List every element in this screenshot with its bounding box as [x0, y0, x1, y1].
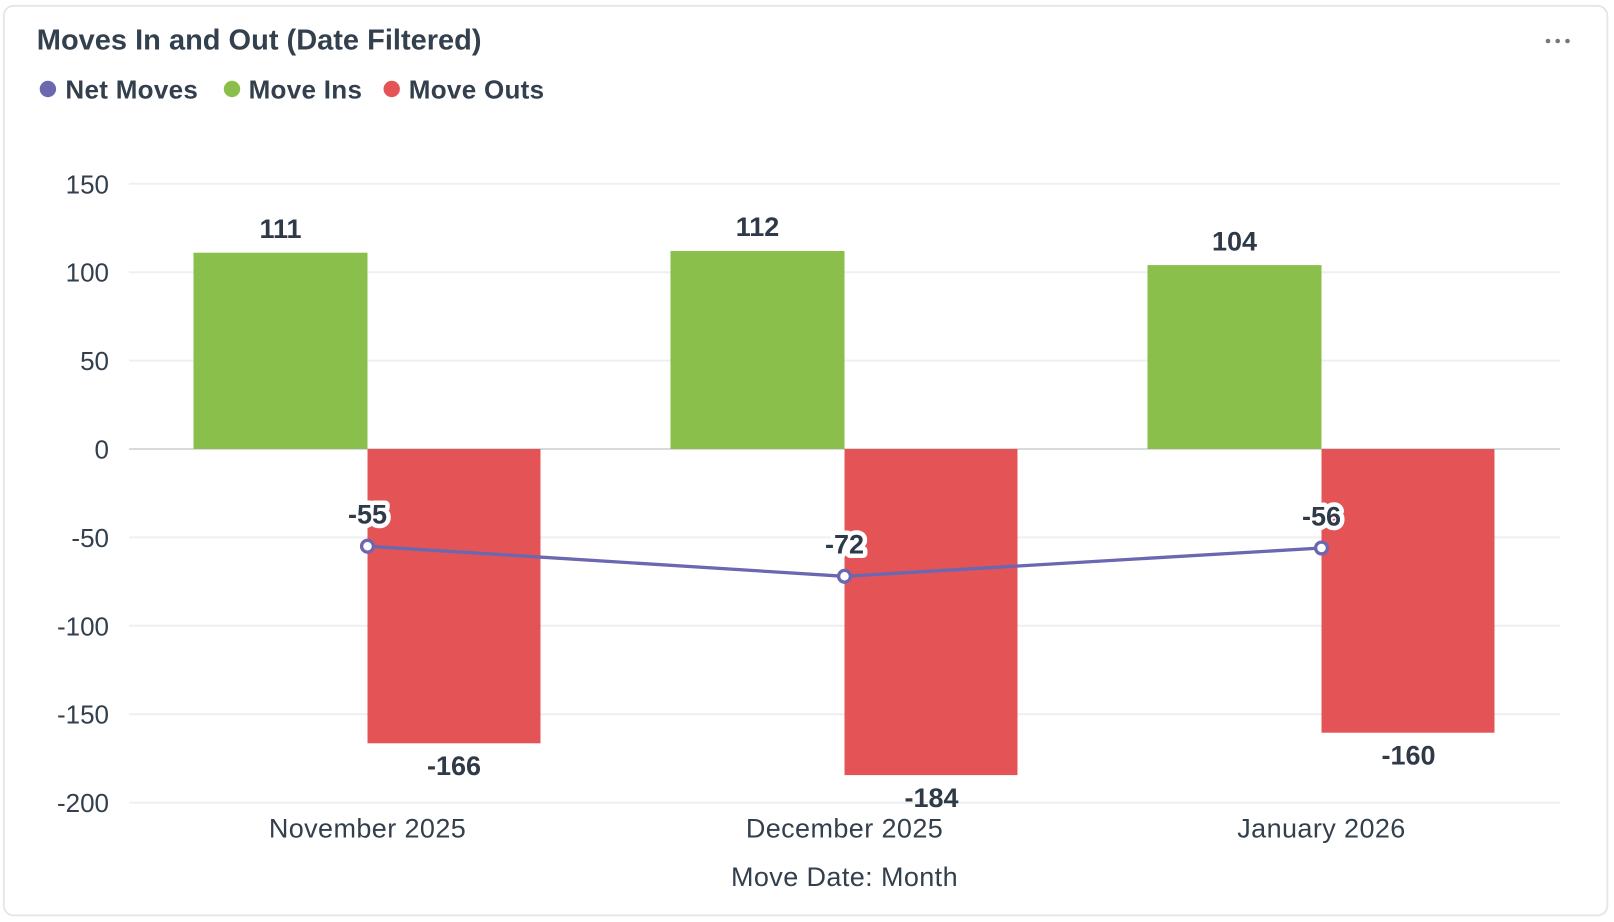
svg-text:Moves In and Out (Date Filtere: Moves In and Out (Date Filtered): [37, 25, 482, 57]
svg-text:-50: -50: [71, 523, 109, 553]
svg-text:-100: -100: [57, 611, 109, 641]
svg-text:50: 50: [80, 346, 109, 376]
svg-text:-166: -166: [427, 751, 481, 781]
svg-text:-150: -150: [57, 700, 109, 730]
svg-text:0: 0: [95, 435, 109, 465]
svg-text:-200: -200: [57, 788, 109, 818]
svg-text:Move Date: Month: Move Date: Month: [731, 862, 958, 892]
svg-text:-55: -55: [348, 500, 387, 530]
svg-text:100: 100: [66, 258, 109, 288]
svg-text:-72: -72: [825, 530, 864, 560]
svg-text:December 2025: December 2025: [746, 813, 943, 843]
svg-text:150: 150: [66, 169, 109, 199]
svg-text:111: 111: [259, 214, 301, 244]
svg-text:104: 104: [1212, 226, 1257, 256]
svg-text:Move Ins: Move Ins: [249, 75, 363, 105]
svg-text:January 2026: January 2026: [1237, 813, 1405, 843]
svg-text:-160: -160: [1381, 740, 1435, 770]
svg-text:-56: -56: [1302, 501, 1341, 531]
svg-text:Move Outs: Move Outs: [409, 75, 545, 105]
svg-text:-184: -184: [904, 783, 958, 813]
svg-text:November 2025: November 2025: [269, 813, 466, 843]
svg-text:112: 112: [736, 212, 780, 242]
svg-text:Net Moves: Net Moves: [65, 75, 198, 105]
